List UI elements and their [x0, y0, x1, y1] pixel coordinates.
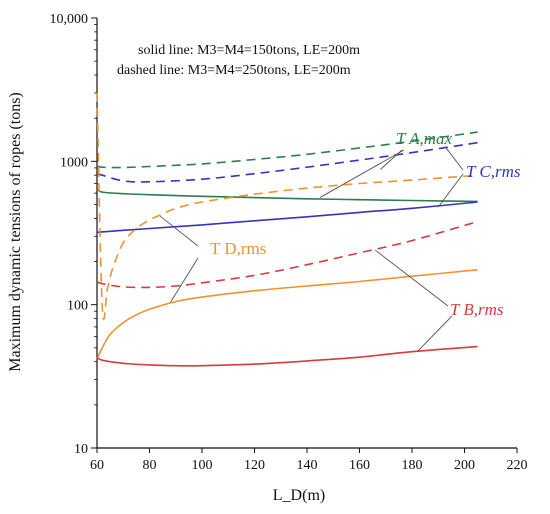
x-tick-label: 220: [507, 458, 528, 473]
x-tick-label: 60: [90, 458, 104, 473]
y-tick-label: 100: [67, 299, 88, 314]
y-tick-label: 10: [74, 442, 88, 457]
leader-d-rms-to-solid: [170, 257, 199, 303]
series-line-d-rms-dashed: [96, 92, 478, 321]
leader-c-rms-to-solid: [437, 173, 464, 208]
series-label-c-rms: T C,rms: [466, 162, 521, 181]
x-tick-label: 160: [349, 458, 370, 473]
series-label-b-rms: T B,rms: [450, 300, 504, 319]
x-tick-label: 120: [244, 458, 265, 473]
legend-note-solid: solid line: M3=M4=150tons, LE=200m: [138, 43, 360, 58]
series-line-b-rms-dashed: [96, 220, 478, 289]
leader-b-rms-to-dashed: [374, 249, 449, 307]
x-tick-label: 180: [402, 458, 423, 473]
y-tick-label: 10,000: [50, 12, 89, 27]
axes: [91, 17, 518, 453]
series-line-c-rms-dashed: [96, 141, 478, 183]
label-leaders: [159, 147, 464, 352]
tick-labels: 60 80 100 120 140 160 180 200 220 10 100 1000 10,000: [50, 12, 528, 473]
x-tick-label: 100: [192, 458, 213, 473]
y-tick-label: 1000: [60, 155, 88, 170]
curves: [96, 92, 478, 367]
series-label-a-max: T A,max: [396, 129, 453, 148]
series-line-d-rms-solid: [96, 269, 478, 360]
legend-note-dashed: dashed line: M3=M4=250tons, LE=200m: [117, 63, 351, 78]
leader-d-rms-to-dashed: [159, 215, 199, 247]
x-tick-label: 140: [297, 458, 318, 473]
leader-c-rms-to-dashed: [445, 147, 464, 171]
series-label-d-rms: T D,rms: [210, 239, 266, 258]
y-axis-title: Maximum dynamic tensions of ropes (tons): [7, 92, 24, 372]
x-tick-label: 200: [454, 458, 475, 473]
x-axis-title: L_D(m): [273, 487, 325, 504]
series-line-a-max-dashed: [96, 131, 478, 169]
x-tick-label: 80: [143, 458, 157, 473]
leader-b-rms-to-solid: [416, 315, 453, 352]
series-line-b-rms-solid: [96, 345, 478, 367]
leader-a-max-to-solid: [319, 149, 405, 198]
series-line-c-rms-solid: [96, 201, 478, 234]
